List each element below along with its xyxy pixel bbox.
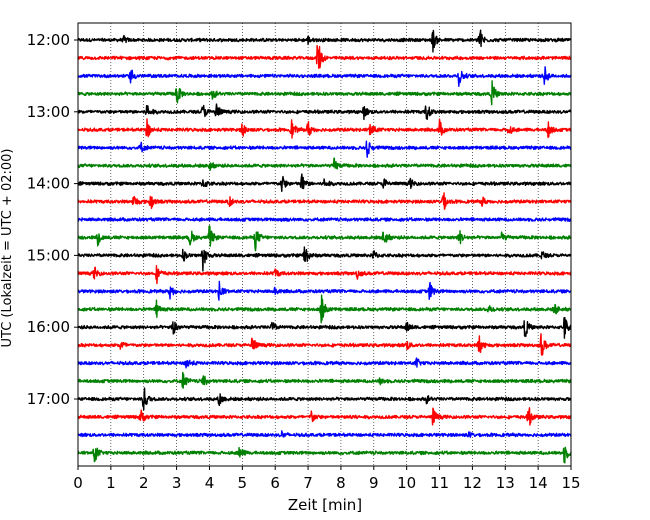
seismic-trace	[77, 246, 572, 272]
trace-group	[77, 29, 572, 464]
x-tick-label: 2	[139, 474, 149, 492]
seismic-trace	[77, 294, 572, 324]
seismic-trace	[77, 357, 572, 369]
seismic-trace	[77, 173, 572, 193]
plot-frame	[77, 22, 572, 467]
seismic-trace	[77, 103, 572, 121]
y-tick-label: 15:00	[27, 246, 70, 264]
x-tick-label: 4	[205, 474, 215, 492]
x-tick-label: 0	[73, 474, 83, 492]
x-tick-label: 10	[397, 474, 416, 492]
x-axis-ticks: 0 1 2 3 4 5 6 7 8 9 10 11 12 13 14 15	[73, 466, 581, 492]
seismic-trace	[77, 118, 572, 139]
x-tick-label: 3	[172, 474, 182, 492]
x-tick-label: 12	[463, 474, 482, 492]
x-tick-label: 8	[336, 474, 346, 492]
y-axis-ticks: 12:00 13:00 14:00 15:00 16:00 17:00	[27, 31, 78, 408]
seismic-trace	[77, 44, 572, 69]
seismic-trace	[77, 217, 572, 222]
seismic-trace	[77, 225, 572, 252]
x-axis-label: Zeit [min]	[288, 496, 362, 514]
x-tick-label: 15	[561, 474, 580, 492]
x-tick-label: 5	[238, 474, 248, 492]
y-tick-label: 14:00	[27, 175, 70, 193]
x-tick-label: 1	[106, 474, 116, 492]
x-tick-label: 7	[303, 474, 313, 492]
seismic-trace	[77, 280, 572, 301]
seismic-trace	[77, 157, 572, 171]
x-tick-label: 9	[369, 474, 379, 492]
seismic-trace	[77, 265, 572, 285]
x-tick-label: 6	[270, 474, 280, 492]
x-tick-label: 13	[496, 474, 515, 492]
seismic-trace	[77, 333, 572, 356]
x-tick-label: 14	[529, 474, 548, 492]
seismic-trace	[77, 317, 572, 339]
seismic-trace	[77, 192, 572, 210]
y-tick-label: 13:00	[27, 103, 70, 121]
seismic-trace	[77, 446, 572, 464]
seismic-trace	[77, 407, 572, 426]
y-tick-label: 17:00	[27, 390, 70, 408]
y-tick-label: 12:00	[27, 31, 70, 49]
seismic-trace	[77, 387, 572, 411]
x-tick-label: 11	[430, 474, 449, 492]
seismic-trace	[77, 430, 572, 438]
y-axis-label: UTC (Lokalzeit = UTC + 02:00)	[0, 149, 15, 348]
y-tick-label: 16:00	[27, 318, 70, 336]
seismic-trace	[77, 66, 572, 87]
seismic-trace	[77, 371, 572, 389]
seismic-trace	[77, 29, 572, 53]
seismic-trace	[77, 140, 572, 158]
seismic-trace	[77, 80, 572, 106]
